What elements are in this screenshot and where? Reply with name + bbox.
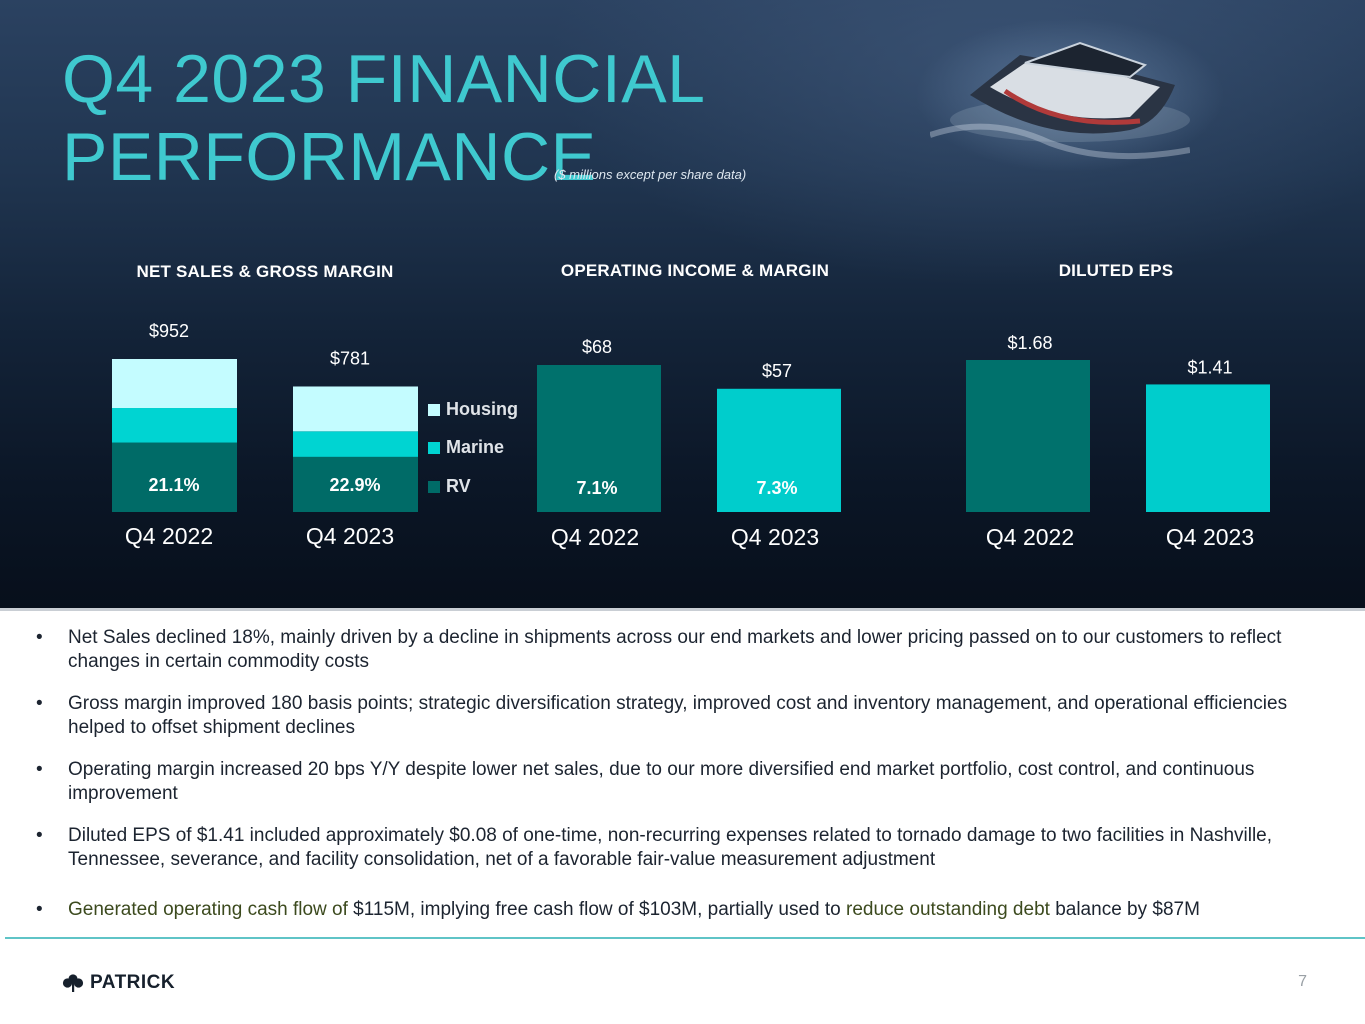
operating-income-bar-1: [537, 365, 661, 512]
operating-margin-label-2: 7.3%: [756, 478, 797, 498]
net-sales-total-label-1: $952: [149, 321, 189, 341]
net-sales-category-label-1: Q4 2022: [125, 523, 213, 549]
net-sales-chart-title: NET SALES & GROSS MARGIN: [136, 262, 394, 281]
hero-background: Q4 2023 FINANCIAL PERFORMANCE ($ million…: [0, 0, 1365, 608]
page-title: Q4 2023 FINANCIAL PERFORMANCE: [62, 40, 705, 196]
operating-income-bar-2: [717, 388, 841, 512]
page-number: 7: [1298, 973, 1307, 990]
net-sales-bar-housing-2: [293, 386, 418, 432]
cash-flow-highlight: Generated operating cash flow of: [68, 899, 348, 920]
net-sales-total-label-2: $781: [330, 348, 370, 368]
title-line-2: PERFORMANCE: [62, 119, 597, 195]
operating-income-value-label-2: $57: [762, 361, 792, 381]
footer-divider: [5, 937, 1365, 939]
operating-margin-label-1: 7.1%: [576, 478, 617, 498]
commentary-bullets: Net Sales declined 18%, mainly driven by…: [36, 626, 1346, 922]
diluted-eps-value-label-2: $1.41: [1187, 357, 1232, 377]
legend-label-rv: RV: [446, 476, 471, 496]
section-divider: [0, 608, 1365, 611]
title-line-1: Q4 2023 FINANCIAL: [62, 41, 706, 117]
speedboat-image: [930, 41, 1190, 160]
bullet-net-sales: Net Sales declined 18%, mainly driven by…: [36, 626, 1346, 674]
clover-icon: [62, 974, 84, 992]
gross-margin-label-1: 21.1%: [148, 475, 199, 495]
legend-swatch-housing: [428, 404, 440, 416]
patrick-logo: PATRICK: [62, 972, 175, 994]
net-sales-bar-rv-1: [112, 442, 237, 512]
net-sales-bar-marine-1: [112, 408, 237, 443]
legend-swatch-rv: [428, 481, 440, 493]
cash-flow-text: $115M, implying free cash flow of $103M,…: [347, 899, 847, 920]
debt-highlight: reduce outstanding debt: [846, 899, 1050, 920]
diluted-eps-bar-1: [966, 360, 1090, 512]
net-sales-bar-rv-2: [293, 456, 418, 512]
operating-income-category-label-1: Q4 2022: [551, 524, 639, 550]
debt-text: balance by $87M: [1049, 899, 1200, 920]
net-sales-bar-marine-2: [293, 431, 418, 457]
logo-text: PATRICK: [90, 972, 176, 993]
legend-swatch-marine: [428, 442, 440, 454]
diluted-eps-chart-title: DILUTED EPS: [1058, 261, 1174, 280]
operating-income-chart-title: OPERATING INCOME & MARGIN: [560, 261, 830, 280]
bullet-cash-flow: Generated operating cash flow of $115M, …: [36, 898, 1346, 922]
bullet-gross-margin: Gross margin improved 180 basis points; …: [36, 692, 1346, 740]
net-sales-category-label-2: Q4 2023: [306, 523, 394, 549]
net-sales-bar-housing-1: [112, 359, 237, 409]
operating-income-value-label-1: $68: [582, 337, 612, 357]
diluted-eps-category-label-1: Q4 2022: [986, 524, 1074, 550]
units-note: ($ millions except per share data): [554, 167, 747, 182]
legend-label-housing: Housing: [446, 399, 518, 419]
operating-income-category-label-2: Q4 2023: [731, 524, 819, 550]
legend-label-marine: Marine: [446, 437, 504, 457]
bullet-diluted-eps: Diluted EPS of $1.41 included approximat…: [36, 824, 1346, 872]
charts-canvas: $952 21.1% Q4 2022 $781 22.9% Q4 2023 Housing M…: [112, 321, 1270, 550]
diluted-eps-bar-2: [1146, 384, 1270, 512]
diluted-eps-category-label-2: Q4 2023: [1166, 524, 1254, 550]
diluted-eps-value-label-1: $1.68: [1007, 333, 1052, 353]
gross-margin-label-2: 22.9%: [329, 475, 380, 495]
bullet-operating-margin: Operating margin increased 20 bps Y/Y de…: [36, 758, 1346, 806]
